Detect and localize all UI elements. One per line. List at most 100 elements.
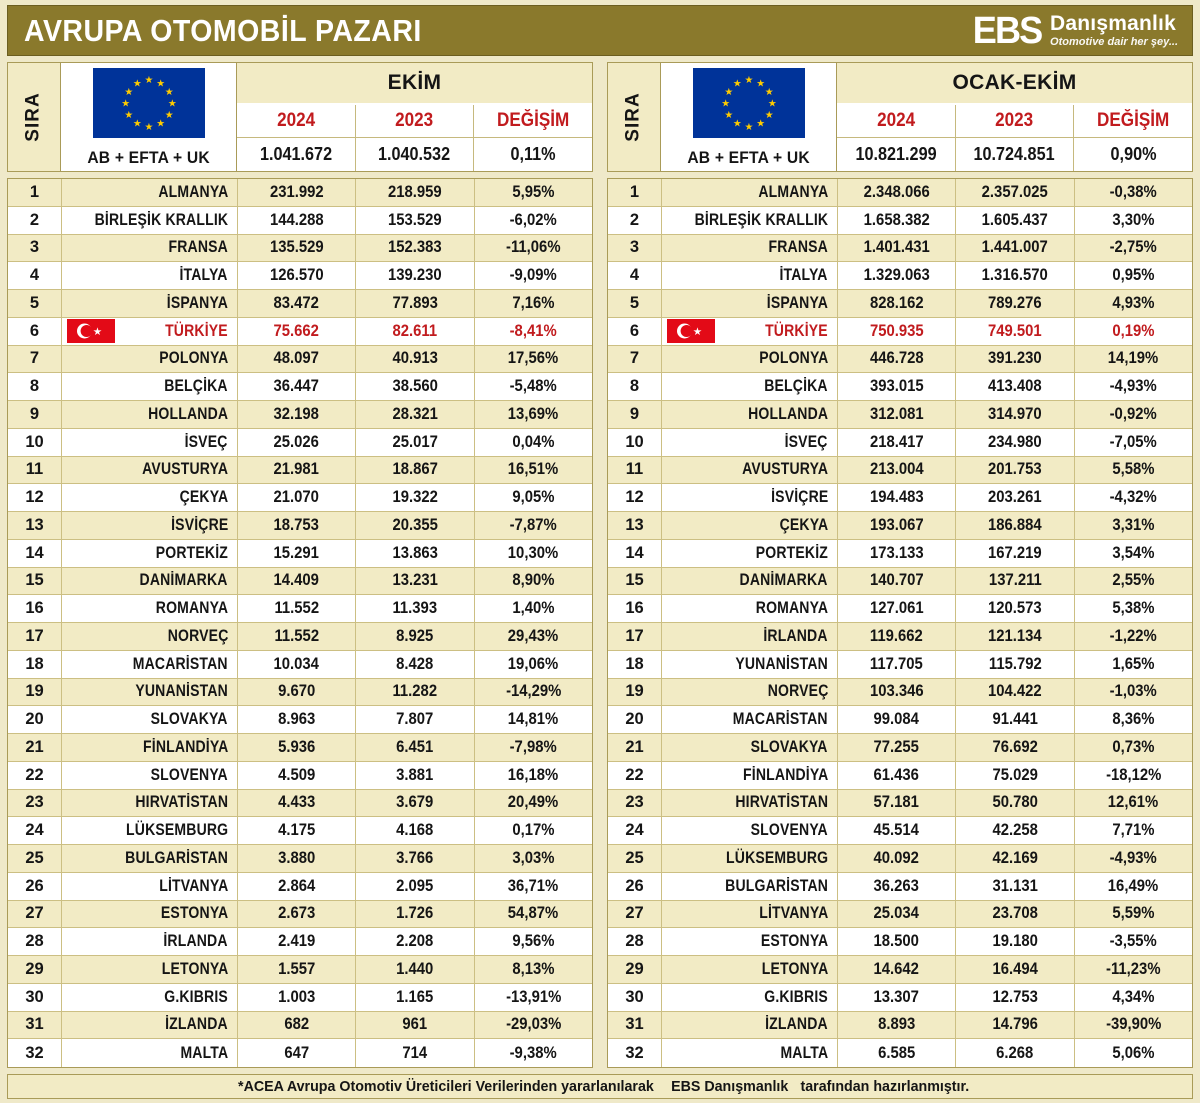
change-cell: -6,02% (474, 207, 592, 235)
rank-cell: 22 (8, 761, 62, 790)
table-january-october: SIRA ★ ★ ★ ★ ★ ★ ★ ★ ★ ★ ★ ★ AB + EFTA + UK (607, 62, 1193, 1068)
rank-column-header: SIRA (607, 62, 661, 172)
value-2024-cell: 48.097 (238, 345, 357, 374)
value-2023-cell: 3.679 (356, 789, 475, 818)
change-cell: -4,93% (1074, 373, 1192, 401)
total-2023: 10.724.851 (955, 138, 1075, 171)
rank-cell: 28 (608, 928, 662, 956)
svg-text:★: ★ (693, 326, 702, 338)
rank-cell: 6 (608, 317, 662, 346)
value-2024-cell: 1.658.382 (838, 206, 957, 235)
rank-cell: 13 (8, 512, 62, 540)
change-cell: 4,93% (1074, 290, 1192, 318)
table-row: 27 ESTONYA 2.673 1.726 54,87% (8, 900, 592, 929)
rank-cell: 21 (8, 734, 62, 762)
value-2024-cell: 21.981 (238, 456, 357, 485)
value-2023-cell: 714 (356, 1039, 475, 1067)
value-2023-cell: 23.708 (956, 900, 1075, 929)
value-2024-cell: 11.552 (238, 595, 357, 623)
value-2024-cell: 15.291 (238, 539, 357, 568)
change-cell: 20,49% (474, 790, 592, 818)
change-cell: -13,91% (474, 984, 592, 1012)
value-2024-cell: 36.263 (838, 872, 957, 901)
table-row: 14 PORTEKİZ 173.133 167.219 3,54% (608, 539, 1192, 568)
rank-cell: 8 (8, 373, 62, 401)
svg-text:★: ★ (144, 75, 153, 86)
country-cell: FİNLANDİYA (662, 761, 838, 790)
value-2023-cell: 6.268 (956, 1039, 1075, 1067)
table-row: 25 LÜKSEMBURG 40.092 42.169 -4,93% (608, 845, 1192, 873)
svg-text:★: ★ (764, 87, 773, 98)
change-cell: 8,13% (474, 956, 592, 984)
value-2024-cell: 13.307 (838, 983, 957, 1012)
rank-cell: 30 (8, 983, 62, 1012)
table-row: 17 NORVEÇ 11.552 8.925 29,43% (8, 623, 592, 651)
change-cell: 8,36% (1074, 706, 1192, 734)
table-row: 16 ROMANYA 127.061 120.573 5,38% (608, 595, 1192, 623)
value-2024-cell: 173.133 (838, 539, 957, 568)
country-cell: BELÇİKA (62, 373, 238, 401)
value-2023-cell: 77.893 (356, 290, 475, 318)
country-cell: BİRLEŞİK KRALLIK (662, 206, 838, 235)
value-2023-cell: 82.611 (356, 317, 475, 346)
country-cell: LÜKSEMBURG (62, 817, 238, 845)
rank-cell: 25 (608, 845, 662, 873)
country-cell: FRANSA (662, 234, 838, 263)
country-cell: YUNANİSTAN (62, 678, 238, 707)
change-cell: -2,75% (1074, 235, 1192, 263)
change-cell: 29,43% (474, 623, 592, 651)
change-cell: 13,69% (474, 401, 592, 429)
rank-cell: 18 (608, 650, 662, 679)
value-2024-cell: 57.181 (838, 789, 957, 818)
value-2023-cell: 14.796 (956, 1011, 1075, 1040)
table-row: 15 DANİMARKA 14.409 13.231 8,90% (8, 567, 592, 596)
table-row: 14 PORTEKİZ 15.291 13.863 10,30% (8, 539, 592, 568)
table-body-january-october: 1 ALMANYA 2.348.066 2.357.025 -0,38% 2 BİRLEŞİ… (607, 178, 1193, 1068)
country-cell: MALTA (662, 1039, 838, 1067)
year-2023-header: 2023 (955, 105, 1075, 138)
table-row: 20 MACARİSTAN 99.084 91.441 8,36% (608, 706, 1192, 734)
value-2024-cell: 194.483 (838, 484, 957, 512)
value-2023-cell: 749.501 (956, 317, 1075, 346)
table-row: 19 YUNANİSTAN 9.670 11.282 -14,29% (8, 678, 592, 707)
value-2024-cell: 4.175 (238, 817, 357, 845)
value-2023-cell: 234.980 (956, 428, 1075, 457)
value-2023-cell: 314.970 (956, 401, 1075, 429)
svg-text:★: ★ (721, 99, 730, 110)
title-bar: AVRUPA OTOMOBİL PAZARI EBS Danışmanlık O… (7, 5, 1193, 56)
rank-cell: 8 (608, 373, 662, 401)
value-2024-cell: 828.162 (838, 290, 957, 318)
table-row: 16 ROMANYA 11.552 11.393 1,40% (8, 595, 592, 623)
rank-cell: 9 (608, 401, 662, 429)
table-row: 32 MALTA 647 714 -9,38% (8, 1039, 592, 1067)
change-cell: 0,04% (474, 429, 592, 457)
rank-cell: 27 (608, 900, 662, 929)
value-2023-cell: 1.440 (356, 956, 475, 984)
table-row: 11 AVUSTURYA 213.004 201.753 5,58% (608, 456, 1192, 485)
table-row: 1 ALMANYA 231.992 218.959 5,95% (8, 179, 592, 207)
change-cell: 8,90% (474, 568, 592, 596)
total-2023: 1.040.532 (355, 138, 475, 171)
change-cell: 1,65% (1074, 651, 1192, 679)
change-cell: 54,87% (474, 901, 592, 929)
country-cell: BULGARİSTAN (662, 872, 838, 901)
rank-cell: 16 (8, 595, 62, 623)
change-cell: 9,05% (474, 484, 592, 512)
table-row: 8 BELÇİKA 36.447 38.560 -5,48% (8, 373, 592, 401)
eu-flag-icon: ★ ★★ ★★★ ★★★ ★★★ (692, 68, 805, 138)
table-row: 6 ★ TÜRKİYE 750.935 749.501 0,19% (608, 317, 1192, 346)
country-cell: BİRLEŞİK KRALLIK (62, 206, 238, 235)
period-columns-january-october: OCAK-EKİM 2024 2023 DEĞİŞİM 10.821.299 1… (837, 62, 1193, 172)
svg-text:★: ★ (732, 119, 741, 130)
country-cell: İRLANDA (62, 928, 238, 956)
rank-column-header: SIRA (7, 62, 61, 172)
rank-cell: 20 (8, 706, 62, 734)
svg-text:★: ★ (724, 87, 733, 98)
rank-cell: 19 (608, 678, 662, 707)
period-columns-october: EKİM 2024 2023 DEĞİŞİM 1.041.672 1.040.5… (237, 62, 593, 172)
country-cell: SLOVAKYA (62, 706, 238, 734)
table-row: 26 BULGARİSTAN 36.263 31.131 16,49% (608, 872, 1192, 901)
table-row: 7 POLONYA 446.728 391.230 14,19% (608, 345, 1192, 374)
svg-text:★: ★ (132, 78, 141, 89)
value-2024-cell: 75.662 (238, 317, 357, 346)
